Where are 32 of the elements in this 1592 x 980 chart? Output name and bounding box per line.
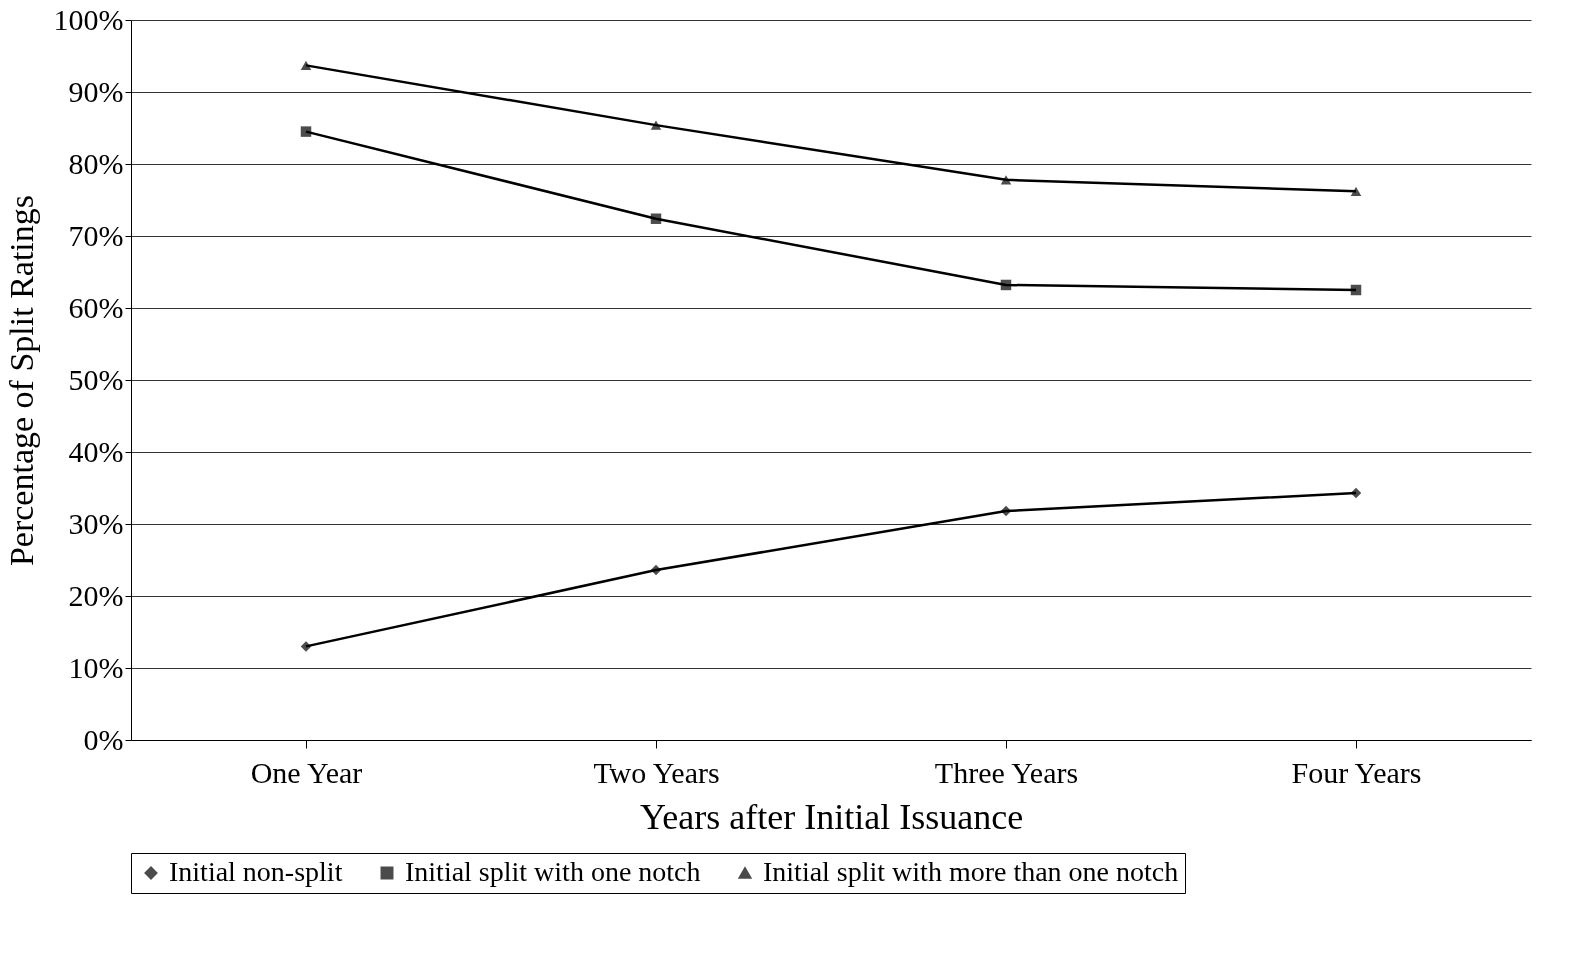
point <box>1350 284 1362 296</box>
point <box>1000 175 1012 185</box>
y-tick-label: 0% <box>83 722 124 756</box>
point <box>650 213 662 224</box>
y-tick-label: 10% <box>68 650 124 684</box>
y-tick-label: 50% <box>68 362 124 396</box>
x-tick-label: Two Years <box>593 755 720 789</box>
y-tick-label: 60% <box>68 290 124 324</box>
x-axis-title: Years after Initial Issuance <box>639 796 1024 837</box>
y-axis-title: Percentage of Split Ratings <box>2 194 40 567</box>
point <box>650 120 662 130</box>
y-tick-label: 70% <box>68 218 124 252</box>
point <box>1350 487 1362 499</box>
legend-label: Initial split with more than one notch <box>763 856 1179 887</box>
x-tick-label: Four Years <box>1291 755 1422 789</box>
point <box>650 564 662 576</box>
x-tick-label: One Year <box>250 755 363 789</box>
point <box>300 641 312 652</box>
y-tick-label: 20% <box>68 578 124 612</box>
legend-label: Initial non-split <box>169 856 343 887</box>
x-tick-label: Three Years <box>934 755 1079 789</box>
y-tick-label: 80% <box>68 146 124 180</box>
point <box>300 126 312 137</box>
point <box>1000 505 1012 517</box>
y-tick-label: 90% <box>68 74 124 108</box>
point <box>1000 279 1012 291</box>
legend-label: Initial split with one notch <box>405 856 701 887</box>
y-tick-label: 30% <box>68 506 124 540</box>
point <box>1350 186 1362 196</box>
y-tick-label: 100% <box>53 2 124 36</box>
point <box>300 60 312 70</box>
y-tick-label: 40% <box>68 434 124 468</box>
